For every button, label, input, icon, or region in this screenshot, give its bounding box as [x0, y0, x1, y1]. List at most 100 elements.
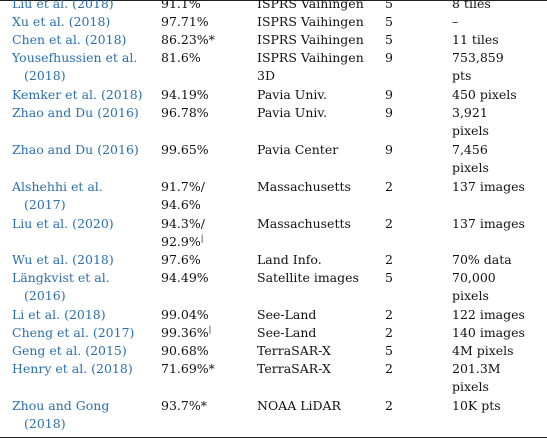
dataset-cell: ISPRS Vaihingen: [257, 13, 364, 31]
size-cell: 4M pixels: [452, 342, 514, 360]
classes-cell-text: 2: [385, 398, 393, 413]
size-cell-text: 122 images: [452, 307, 525, 322]
accuracy-cell: 99.04%: [161, 306, 209, 324]
classes-cell-text: 2: [385, 216, 393, 231]
citation-link-text: Geng et al. (2015): [12, 343, 127, 358]
classes-cell-text: 2: [385, 325, 393, 340]
classes-cell: 5: [385, 269, 393, 287]
citation-link[interactable]: Xu et al. (2018): [12, 13, 110, 31]
accuracy-cell: 86.23%*: [161, 31, 215, 49]
accuracy-cell: 97.71%: [161, 13, 209, 31]
accuracy-cell: 93.7%*: [161, 397, 207, 415]
classes-cell: 5: [385, 31, 393, 49]
citation-link[interactable]: Liu et al. (2020): [12, 215, 114, 233]
dataset-cell: Satellite images: [257, 269, 359, 287]
classes-cell-text: 2: [385, 307, 393, 322]
citation-link-text: Cheng et al. (2017): [12, 325, 135, 340]
footnote-mark: |: [208, 325, 212, 334]
citation-link[interactable]: Yousefhussien et al. (2018): [12, 49, 137, 85]
dataset-cell: NOAA LiDAR: [257, 397, 341, 415]
citation-link-text: Kemker et al. (2018): [12, 87, 143, 102]
accuracy-cell-text: 99.36%: [161, 325, 209, 340]
accuracy-cell-text: 81.6%: [161, 50, 201, 65]
classes-cell: 5: [385, 0, 393, 13]
size-cell-text: pixels: [452, 160, 489, 175]
citation-link-text: (2017): [24, 197, 66, 212]
dataset-cell-text: See-Land: [257, 325, 317, 340]
classes-cell: 2: [385, 397, 393, 415]
classes-cell-text: 2: [385, 179, 393, 194]
citation-link-text: (2018): [24, 416, 66, 431]
size-cell-text: 70,000: [452, 270, 496, 285]
citation-link[interactable]: Liu et al. (2018): [12, 0, 114, 13]
dataset-cell-text: Pavia Univ.: [257, 105, 327, 120]
dataset-cell-text: TerraSAR-X: [257, 361, 331, 376]
dataset-cell: ISPRS Vaihingen 3D: [257, 49, 364, 85]
size-cell-text: 70% data: [452, 252, 512, 267]
accuracy-cell-text: 97.71%: [161, 14, 209, 29]
accuracy-cell: 94.49%: [161, 269, 209, 287]
footnote-mark: |: [200, 234, 204, 243]
accuracy-cell-text: 92.9%: [161, 234, 201, 249]
dataset-cell: Pavia Univ.: [257, 104, 327, 122]
citation-link[interactable]: Kemker et al. (2018): [12, 86, 143, 104]
accuracy-cell: 99.65%: [161, 141, 209, 159]
accuracy-cell-text: 94.6%: [161, 197, 201, 212]
dataset-cell-text: ISPRS Vaihingen: [257, 32, 364, 47]
dataset-cell-text: Massachusetts: [257, 216, 351, 231]
size-cell: 140 images: [452, 324, 525, 342]
accuracy-cell: 97.6%: [161, 251, 201, 269]
size-cell: 3,921 pixels: [452, 104, 489, 140]
classes-cell: 5: [385, 342, 393, 360]
size-cell: 137 images: [452, 215, 525, 233]
citation-link[interactable]: Henry et al. (2018): [12, 360, 133, 378]
citation-link[interactable]: Zhou and Gong (2018): [12, 397, 109, 433]
accuracy-cell-text: 96.78%: [161, 105, 209, 120]
citation-link[interactable]: Wu et al. (2018): [12, 251, 114, 269]
citation-link[interactable]: Alshehhi et al. (2017): [12, 178, 103, 214]
accuracy-cell-text: 97.6%: [161, 252, 201, 267]
classes-cell: 9: [385, 86, 393, 104]
dataset-cell-text: ISPRS Vaihingen: [257, 50, 364, 65]
dataset-cell: ISPRS Vaihingen: [257, 0, 364, 13]
accuracy-cell: 94.19%: [161, 86, 209, 104]
classes-cell: 2: [385, 215, 393, 233]
dataset-cell-text: ISPRS Vaihingen: [257, 0, 364, 11]
classes-cell: 9: [385, 49, 393, 67]
accuracy-cell-text: 71.69%*: [161, 361, 215, 376]
citation-link-text: (2018): [24, 68, 66, 83]
dataset-cell: Pavia Center: [257, 141, 338, 159]
citation-link[interactable]: Geng et al. (2015): [12, 342, 127, 360]
citation-link[interactable]: Zhao and Du (2016): [12, 141, 139, 159]
citation-link-text: Zhao and Du (2016): [12, 105, 139, 120]
size-cell-text: 753,859: [452, 50, 504, 65]
size-cell-text: 201.3M: [452, 361, 501, 376]
size-cell-text: 137 images: [452, 179, 525, 194]
citation-link[interactable]: Zhao and Du (2016): [12, 104, 139, 122]
citation-link-text: Zhou and Gong: [12, 398, 110, 413]
size-cell: 122 images: [452, 306, 525, 324]
size-cell-text: 137 images: [452, 216, 525, 231]
citation-link[interactable]: Cheng et al. (2017): [12, 324, 134, 342]
citation-link-text: Wu et al. (2018): [12, 252, 114, 267]
accuracy-cell-text: 86.23%*: [161, 32, 215, 47]
table-bottom-rule: [0, 437, 547, 438]
citation-link-text: Xu et al. (2018): [12, 14, 111, 29]
citation-link-text: Alshehhi et al.: [12, 179, 103, 194]
citation-link[interactable]: Li et al. (2018): [12, 306, 106, 324]
classes-cell-text: 2: [385, 252, 393, 267]
size-cell-text: pixels: [452, 288, 489, 303]
dataset-cell-text: Massachusetts: [257, 179, 351, 194]
dataset-cell: Land Info.: [257, 251, 322, 269]
size-cell: 753,859 pts: [452, 49, 504, 85]
accuracy-cell-text: 99.65%: [161, 142, 209, 157]
dataset-cell-text: Land Info.: [257, 252, 322, 267]
accuracy-cell: 91.1%: [161, 0, 201, 13]
size-cell-text: 4M pixels: [452, 343, 514, 358]
table-top-rule: [0, 0, 547, 1]
citation-link[interactable]: Chen et al. (2018): [12, 31, 126, 49]
citation-link[interactable]: Längkvist et al. (2016): [12, 269, 110, 305]
dataset-cell: Massachusetts: [257, 215, 351, 233]
dataset-cell-text: Pavia Univ.: [257, 87, 327, 102]
